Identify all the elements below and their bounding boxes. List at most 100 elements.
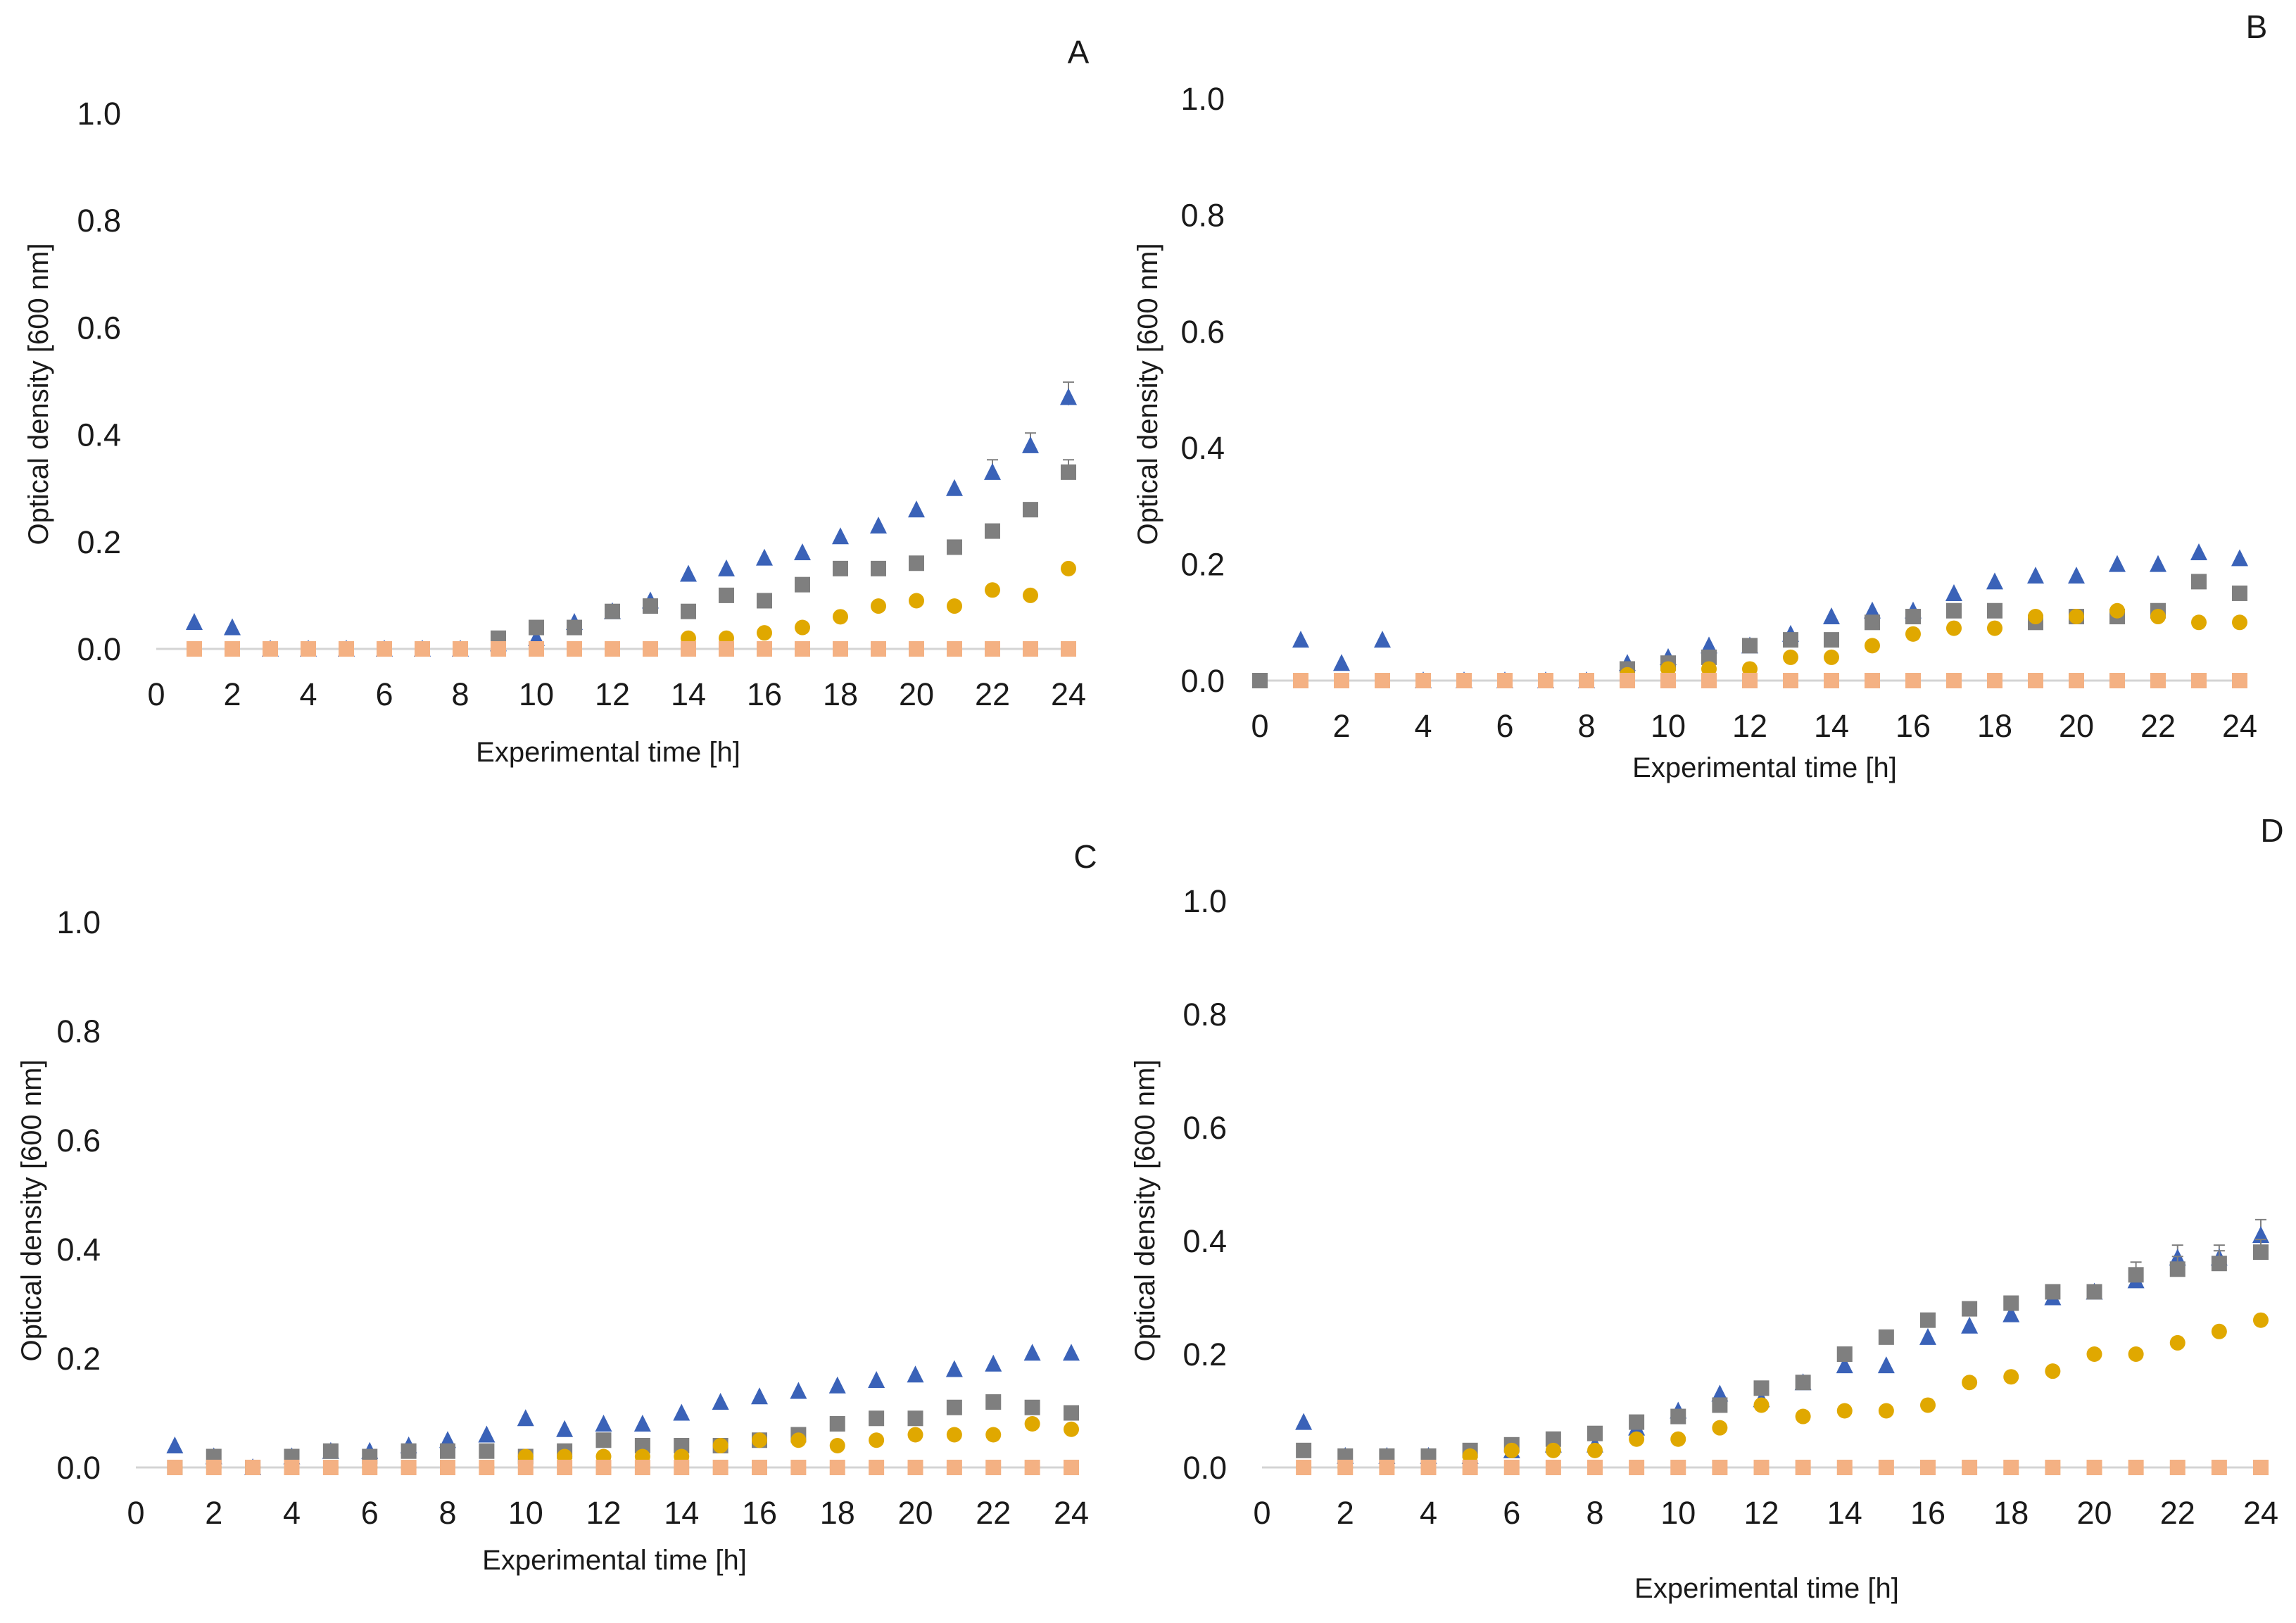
x-tick-label: 16 xyxy=(1910,1495,1945,1531)
data-point xyxy=(1670,1460,1686,1475)
x-tick-label: 24 xyxy=(1054,1495,1089,1531)
data-point xyxy=(871,641,886,657)
x-tick-label: 8 xyxy=(439,1495,456,1531)
data-point xyxy=(1503,1460,1520,1475)
data-point xyxy=(1712,1460,1728,1475)
data-point xyxy=(1497,673,1513,688)
data-point xyxy=(339,641,354,657)
data-point xyxy=(2150,673,2166,688)
data-point xyxy=(2086,1346,2102,1362)
data-point xyxy=(224,618,241,636)
data-point xyxy=(1783,632,1798,648)
data-point xyxy=(1296,1442,1312,1458)
panel-letter: B xyxy=(2246,8,2268,45)
data-point xyxy=(2252,1225,2269,1243)
data-point xyxy=(1629,1460,1645,1475)
data-point xyxy=(1545,1442,1561,1458)
x-axis-title: Experimental time [h] xyxy=(476,737,740,768)
data-point xyxy=(1877,1356,1895,1374)
x-tick-label: 16 xyxy=(747,676,782,712)
x-axis-title: Experimental time [h] xyxy=(482,1545,747,1576)
x-tick-label: 8 xyxy=(451,676,469,712)
data-point xyxy=(947,598,962,614)
data-point xyxy=(557,1460,573,1475)
data-point xyxy=(869,1460,885,1475)
data-point xyxy=(1987,620,2002,636)
data-point xyxy=(909,593,924,609)
data-point xyxy=(795,619,810,636)
data-point xyxy=(595,1432,612,1448)
x-tick-label: 2 xyxy=(223,676,241,712)
x-tick-label: 4 xyxy=(1414,708,1432,744)
data-point xyxy=(479,1443,495,1459)
data-point xyxy=(756,548,773,566)
y-tick-label: 0.6 xyxy=(1182,1110,1227,1146)
data-point xyxy=(1023,587,1038,603)
data-point xyxy=(1836,1346,1853,1362)
plot-area: 0.00.20.40.60.81.00 2 4 6 8 10 12 14 16 18 20 22 24 xyxy=(1180,81,2257,744)
data-point xyxy=(1795,1460,1811,1475)
y-tick-label: 0.8 xyxy=(1182,997,1227,1032)
data-point xyxy=(1878,1329,1894,1345)
data-point xyxy=(2086,1460,2102,1475)
series-square-peach xyxy=(167,1460,1079,1475)
data-point xyxy=(907,1410,923,1427)
data-point xyxy=(790,1382,807,1399)
data-point xyxy=(680,564,697,582)
data-point xyxy=(400,1443,417,1459)
data-point xyxy=(2045,1460,2061,1475)
data-point xyxy=(1962,1375,1978,1391)
data-point xyxy=(2150,555,2166,572)
panel-a: A Optical density [600 nm] Experimental … xyxy=(23,34,1090,768)
data-point xyxy=(556,1420,574,1437)
data-point xyxy=(1023,1344,1041,1361)
data-point xyxy=(1823,607,1840,625)
y-tick-label: 1.0 xyxy=(1182,883,1227,919)
data-point xyxy=(681,641,696,657)
data-point xyxy=(829,1416,845,1432)
x-tick-label: 6 xyxy=(375,676,393,712)
data-point xyxy=(907,1427,923,1443)
data-point xyxy=(1753,1380,1770,1396)
data-point xyxy=(1660,673,1676,688)
x-tick-label: 20 xyxy=(897,1495,933,1531)
data-point xyxy=(186,612,203,630)
y-tick-label: 0.4 xyxy=(1180,430,1225,466)
data-point xyxy=(1878,1403,1894,1419)
data-point xyxy=(206,1460,222,1475)
data-point xyxy=(1545,1431,1561,1447)
data-point xyxy=(712,1460,728,1475)
data-point xyxy=(1836,1356,1853,1374)
x-tick-label: 8 xyxy=(1577,708,1595,744)
data-point xyxy=(284,1460,300,1475)
data-point xyxy=(1296,1460,1312,1475)
data-point xyxy=(2028,609,2043,625)
data-point xyxy=(1670,1408,1686,1425)
data-point xyxy=(225,641,240,657)
x-tick-label: 4 xyxy=(283,1495,301,1531)
data-point xyxy=(1986,572,2003,590)
data-point xyxy=(2109,555,2126,572)
data-point xyxy=(2045,1284,2061,1300)
x-tick-label: 10 xyxy=(519,676,554,712)
data-point xyxy=(1701,673,1717,688)
data-point xyxy=(1742,661,1758,677)
data-point xyxy=(2232,673,2247,688)
data-point xyxy=(529,641,544,657)
data-point xyxy=(909,555,924,571)
data-point xyxy=(1379,1460,1395,1475)
data-point xyxy=(1878,1460,1894,1475)
data-point xyxy=(1783,649,1798,665)
data-point xyxy=(870,516,887,533)
y-axis-title: Optical density [600 nm] xyxy=(1133,243,1163,545)
data-point xyxy=(946,1399,962,1415)
panel-b: B Optical density [600 nm] Experimental … xyxy=(1133,8,2267,783)
data-point xyxy=(1024,1416,1040,1432)
x-tick-label: 4 xyxy=(1420,1495,1437,1531)
y-tick-label: 0.6 xyxy=(56,1123,101,1158)
data-point xyxy=(790,1460,807,1475)
data-point xyxy=(1629,1431,1645,1447)
data-point xyxy=(2231,549,2248,567)
data-point xyxy=(1587,1442,1603,1458)
data-point xyxy=(1292,631,1309,648)
